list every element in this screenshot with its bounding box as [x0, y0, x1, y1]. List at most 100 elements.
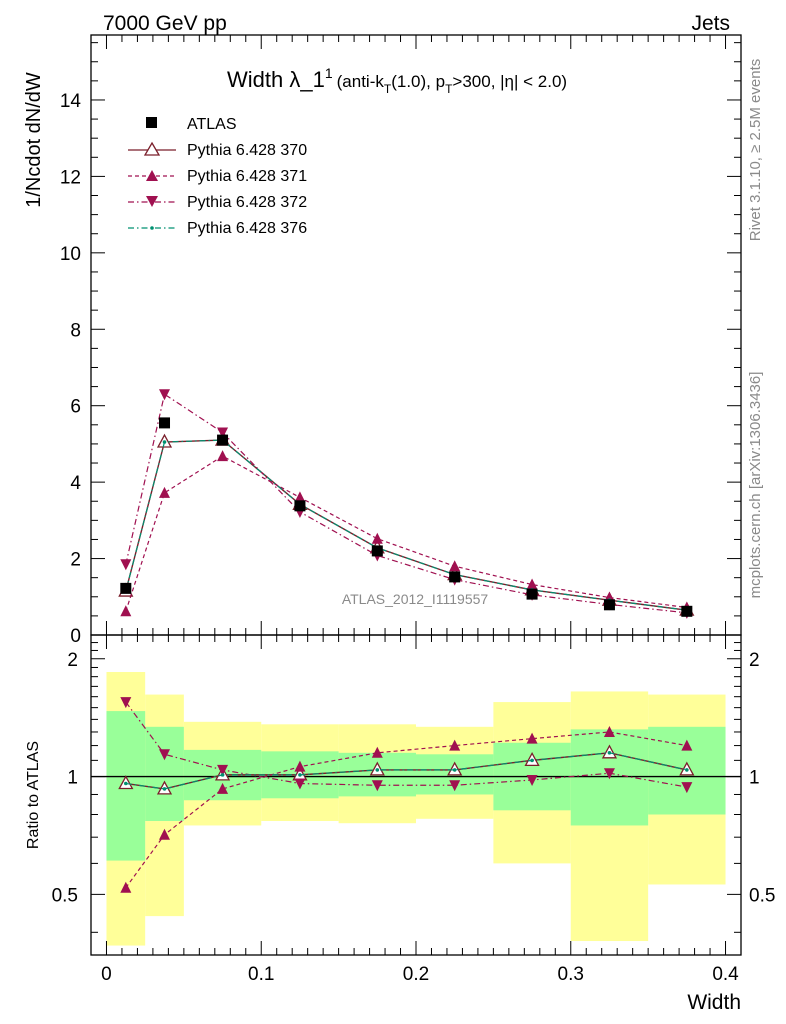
title-main: Width λ_1 — [227, 67, 325, 92]
header-right: Jets — [691, 12, 730, 35]
ratio-series-point — [220, 773, 225, 777]
legend-label-371: Pythia 6.428 371 — [187, 168, 307, 185]
rivet-label: Rivet 3.1.10, ≥ 2.5M events — [747, 59, 764, 242]
ratio-ytick-label-right: 2 — [749, 650, 760, 671]
title-main-sup: 1 — [325, 65, 333, 81]
legend-label-370: Pythia 6.428 370 — [187, 142, 307, 159]
main-series-point — [162, 440, 167, 444]
x-tick-label: 0.1 — [248, 964, 274, 985]
legend-marker-376 — [150, 226, 154, 230]
ratio-series-point — [526, 732, 538, 744]
title-sub-t1: T — [384, 82, 392, 96]
main-series-point — [371, 532, 383, 544]
main-series-point — [120, 605, 132, 617]
ratio-series-point — [530, 758, 534, 763]
main-series-line — [125, 455, 687, 612]
ratio-series-point — [375, 768, 380, 772]
main-ytick-label: 4 — [70, 473, 81, 494]
legend-label-atlas: ATLAS — [187, 116, 237, 133]
main-series-point — [159, 417, 171, 429]
ratio-series-point — [449, 780, 461, 792]
title-part1: (anti-k — [337, 72, 385, 91]
ratio-series-point — [294, 760, 306, 772]
uncertainty-band-inner — [145, 726, 184, 821]
main-series-point — [681, 605, 693, 617]
ratio-series-point — [452, 768, 457, 772]
ratio-series-point — [120, 697, 132, 709]
mcplots-label: mcplots.cern.ch [arXiv:1306.3436] — [747, 372, 764, 599]
legend-label-376: Pythia 6.428 376 — [187, 220, 307, 237]
y-axis-label-ratio: Ratio to ATLAS — [25, 741, 42, 849]
main-series-point — [217, 434, 229, 446]
ratio-series-point — [159, 749, 171, 761]
main-ytick-label: 2 — [70, 550, 81, 571]
main-series-point — [294, 491, 306, 503]
ratio-series-point — [294, 778, 306, 790]
main-series-point — [217, 427, 229, 439]
ratio-series-point — [124, 781, 128, 786]
x-tick-label: 0.2 — [403, 964, 429, 985]
main-ytick-label: 0 — [70, 626, 81, 647]
ratio-panel: 0.5 0.51 12 2 0 0.1 0.2 0.3 0.4 Ratio to ATLAS … — [25, 634, 775, 1014]
ratio-series-point — [217, 764, 229, 776]
main-series-point — [217, 450, 229, 462]
analysis-watermark: ATLAS_2012_I1119557 — [342, 591, 489, 607]
main-series-point — [449, 560, 461, 572]
main-ytick-label: 6 — [70, 397, 81, 418]
ratio-series-point — [603, 725, 615, 737]
ratio-series-point — [681, 782, 693, 794]
ratio-series-point — [607, 751, 612, 755]
ratio-series-point — [449, 739, 461, 751]
main-series-point — [294, 500, 306, 512]
main-ytick-label: 10 — [60, 244, 81, 265]
main-ytick-label: 8 — [70, 320, 81, 341]
legend-marker-372 — [146, 196, 158, 207]
ratio-series-point — [371, 746, 383, 758]
x-tick-label: 0.4 — [712, 964, 739, 985]
title-part3: >300, |η| < 2.0) — [452, 72, 567, 91]
ratio-series-point — [298, 773, 302, 777]
main-series-line — [125, 439, 687, 611]
ratio-ytick-label: 2 — [67, 650, 78, 671]
title-part2: (1.0), p — [391, 72, 445, 91]
ratio-ytick-label: 0.5 — [52, 885, 78, 906]
main-series-point — [159, 389, 171, 401]
main-series-point — [120, 559, 132, 571]
main-series-point — [371, 545, 383, 557]
main-series-point — [159, 486, 171, 498]
main-series-point — [120, 582, 132, 594]
ratio-series-point — [603, 768, 615, 780]
ratio-ytick-label: 1 — [67, 768, 78, 789]
header-left: 7000 GeV pp — [103, 12, 227, 35]
legend-label-372: Pythia 6.428 372 — [187, 194, 307, 211]
y-axis-label-main: 1/Ncdot dN/dW — [23, 72, 45, 208]
legend-marker-371 — [146, 170, 158, 181]
ratio-series-line — [125, 701, 687, 788]
legend-marker-atlas — [146, 117, 157, 128]
ratio-series-point — [526, 774, 538, 786]
legend-marker-370 — [143, 141, 161, 156]
title-sub-t2: T — [445, 82, 453, 96]
ratio-series-point — [685, 768, 689, 772]
ratio-series-point — [120, 881, 132, 893]
main-series-line — [125, 393, 687, 614]
main-ytick-label: 14 — [60, 91, 82, 112]
main-ytick-label: 12 — [60, 167, 81, 188]
legend: ATLAS Pythia 6.428 370 Pythia 6.428 371 … — [128, 116, 307, 237]
chart-title: Width λ_11 (anti-kT(1.0), pT>300, |η| < 2… — [227, 65, 567, 96]
x-axis-label: Width — [687, 991, 741, 1014]
main-series-point — [526, 578, 538, 590]
ratio-series-point — [371, 780, 383, 792]
ratio-series-point — [162, 787, 167, 791]
main-series-line — [125, 439, 687, 611]
ratio-ytick-label-right: 1 — [749, 768, 760, 789]
main-series-point — [449, 571, 461, 583]
ratio-series-point — [217, 782, 229, 794]
ratio-series-point — [681, 739, 693, 751]
main-series-point — [603, 599, 615, 611]
ratio-series-line — [125, 731, 687, 889]
main-series-point — [526, 588, 538, 600]
ratio-ytick-label-right: 0.5 — [749, 885, 775, 906]
